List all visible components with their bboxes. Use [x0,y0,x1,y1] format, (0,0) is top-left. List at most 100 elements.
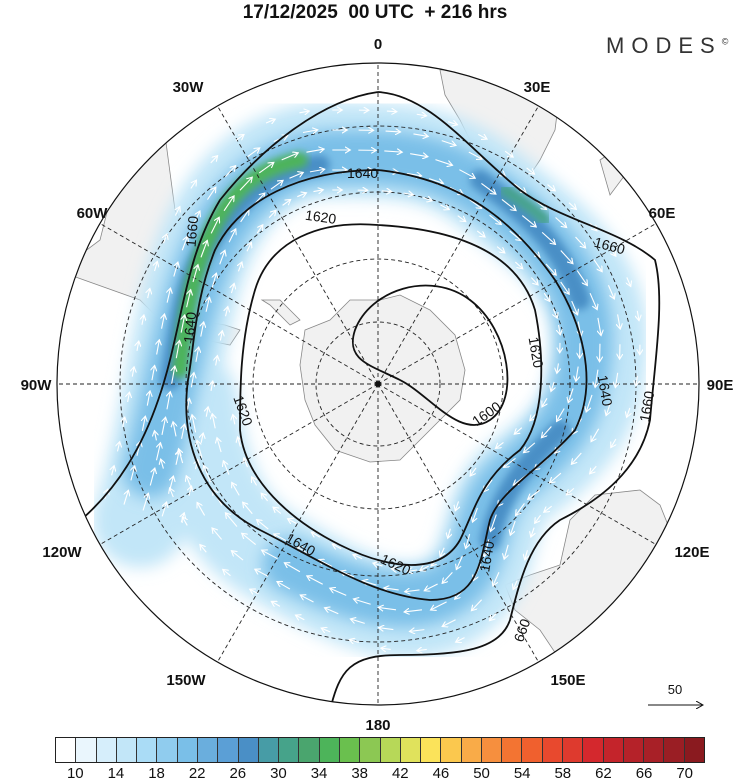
contour-1600 [352,284,509,426]
wind-arrow-icon [468,151,482,159]
wind-arrow-icon [531,527,534,537]
wind-arrow-icon [210,217,219,234]
wind-arrow-icon [332,544,342,549]
wind-arrow-icon [373,563,383,566]
wind-arrow-icon [282,200,291,206]
wind-arrow-icon [313,190,323,192]
wind-arrow-icon [627,277,631,286]
wind-arrow-icon [576,366,578,382]
wind-arrow-icon [575,236,586,248]
colorbar-swatch [116,738,138,762]
wind-arrow-icon [147,391,150,406]
wind-arrow-icon [550,472,562,483]
wind-arrow-icon [175,207,179,216]
lon-label-30w: 30W [173,79,205,96]
wind-arrow-icon [560,250,573,263]
wind-arrow-icon [167,288,170,303]
wind-arrow-icon [155,261,158,272]
wind-arrow-icon [528,489,540,499]
colorbar-swatch [441,738,462,762]
wind-arrow-icon [535,514,542,523]
colorbar-swatch [319,738,340,762]
colorbar [55,737,705,763]
wind-arrow-icon [591,428,600,442]
wind-arrow-icon [544,505,553,512]
colorbar-label: 66 [635,765,653,782]
wind-arrow-icon [576,270,587,286]
wind-arrow-icon [526,167,535,174]
wind-arrow-icon [300,595,314,603]
colorbar-label: 62 [595,765,612,782]
colorbar-swatch [684,738,704,762]
wind-arrow-icon [495,441,504,448]
wind-arrow-icon [201,322,204,337]
wind-arrow-icon [510,520,516,535]
wind-arrow-icon [201,433,203,443]
wind-arrow-icon [197,440,203,458]
map-boundary [56,62,700,706]
wind-arrow-icon [509,230,522,240]
wind-arrow-icon [210,156,218,164]
contour-label: 660 [510,616,533,644]
wind-arrow-icon [417,649,427,650]
wind-arrow-icon [224,166,235,177]
wind-arrow-icon [325,608,339,615]
wind-arrow-icon [189,486,192,496]
wind-arrow-icon [615,372,617,388]
wind-arrow-icon [181,315,185,333]
colorbar-swatch [96,738,117,762]
contour-1660-west [74,91,379,526]
wind-arrow-icon [256,225,263,234]
wind-arrow-icon [142,315,144,325]
wind-arrow-icon [404,610,423,612]
wind-arrow-icon [530,412,537,420]
wind-arrow-icon [223,196,234,212]
wind-arrow-icon [212,528,223,540]
wind-arrow-icon [523,442,536,453]
colorbar-swatch [563,738,584,762]
wind-arrow-icon [555,217,567,228]
wind-arrow-icon [447,122,457,125]
colorbar-swatch [421,738,442,762]
wind-arrow-icon [302,130,318,133]
wind-arrow-icon [297,547,311,555]
wind-arrow-icon [273,507,282,514]
wind-arrow-icon [289,172,303,179]
wind-arrow-icon [162,417,166,435]
wind-arrow-icon [428,178,443,184]
south-pole-marker [375,381,381,387]
wind-arrow-icon [440,547,444,557]
colorbar-swatch [238,738,259,762]
map-title: 17/12/2025 00 UTC + 216 hrs [242,2,508,23]
land-madagascar [599,149,626,196]
contour-label: 1660 [593,234,627,258]
wind-arrow-icon [191,373,194,388]
wind-arrow-icon [142,493,148,511]
lon-label-150e: 150E [550,672,585,689]
wind-arrow-icon [258,162,274,174]
wind-arrow-icon [270,180,283,190]
wind-arrow-icon [456,555,463,570]
contour-label: 1640 [180,311,199,344]
wind-arrow-icon [391,569,402,570]
wind-arrow-icon [589,292,597,310]
wind-arrow-icon [471,599,483,611]
wind-arrow-icon [409,630,425,632]
wind-arrow-icon [148,288,150,299]
wind-arrow-icon [238,262,242,272]
wind-arrow-icon [220,331,222,341]
wind-arrow-icon [466,533,470,548]
colorbar-swatch [400,738,422,762]
wind-arrow-icon [543,292,550,301]
lon-label-60e: 60E [649,205,676,222]
wind-arrow-icon [530,277,538,285]
wind-arrow-icon [274,534,288,542]
wind-arrow-icon [516,503,525,515]
wind-arrow-icon [490,514,497,532]
lon-label-90w: 90W [21,377,53,394]
wind-arrow-icon [277,582,291,590]
wind-arrow-icon [181,513,184,523]
modes-logo: MODES© [606,33,728,59]
colorbar-swatch [664,738,685,762]
wind-arrow-icon [496,246,505,253]
